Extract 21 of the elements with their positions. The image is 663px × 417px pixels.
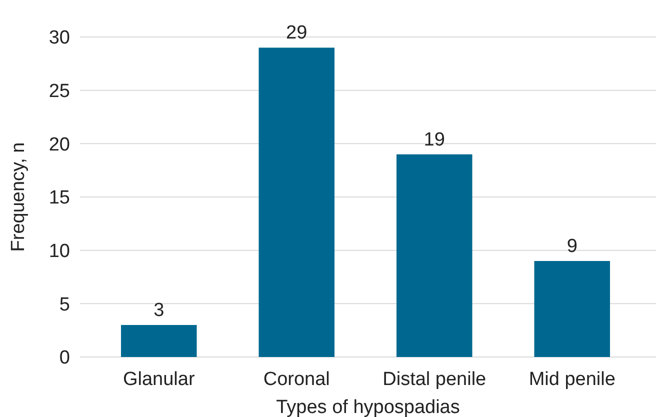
bar: [120, 325, 197, 357]
y-tick-label: 20: [48, 134, 70, 156]
bar: [534, 261, 610, 357]
x-axis-title: Types of hypospadias: [276, 397, 460, 417]
data-label: 19: [424, 129, 445, 150]
x-tick-label: Mid penile: [528, 369, 616, 390]
bar: [396, 154, 472, 357]
y-tick-label: 0: [59, 348, 70, 369]
x-tick-label: Glanular: [122, 369, 196, 390]
y-tick-label: 10: [48, 240, 70, 262]
y-tick-label: 5: [59, 294, 70, 316]
y-tick-label: 15: [48, 188, 70, 209]
data-label: 9: [566, 236, 578, 257]
data-label: 29: [286, 22, 308, 44]
x-tick-label: Distal penile: [382, 369, 486, 390]
data-label: 3: [154, 300, 164, 321]
y-tick-label: 30: [48, 28, 70, 49]
y-axis-title: Frequency, n: [8, 142, 29, 252]
y-tick-label: 25: [48, 80, 70, 102]
bar: [258, 48, 335, 357]
x-tick-label: Coronal: [263, 369, 330, 390]
